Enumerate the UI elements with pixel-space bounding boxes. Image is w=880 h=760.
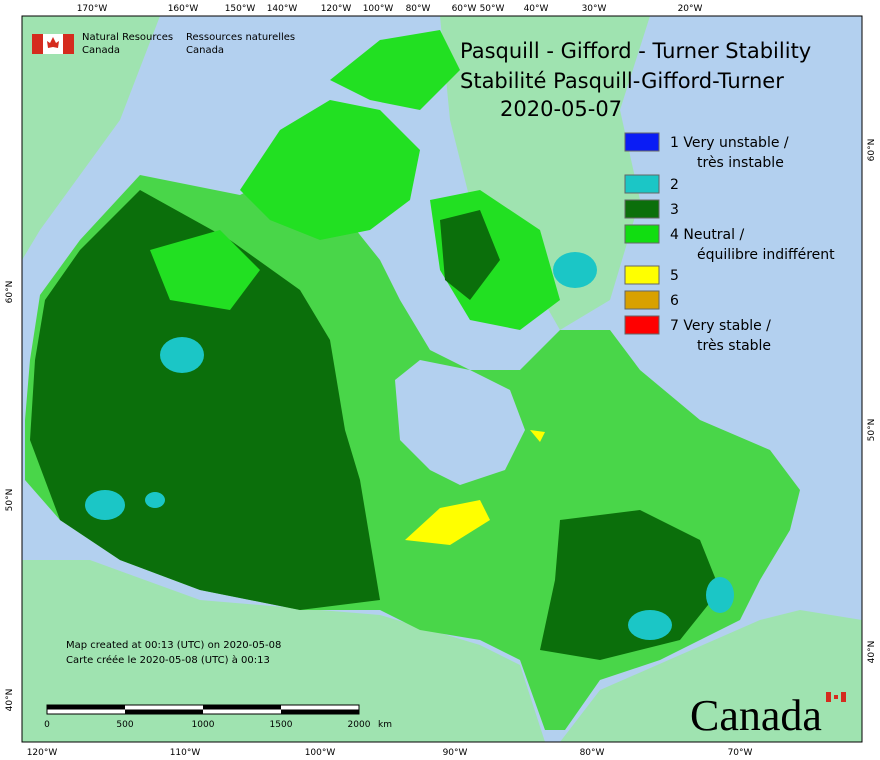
scale-label: 2000 (348, 720, 371, 730)
graticule-label: 60°N (867, 139, 877, 162)
frame-border (21, 15, 863, 743)
scale-seg (47, 705, 125, 710)
graticule-labels: 170°W 160°W 150°W 140°W 120°W 100°W 80°W 60°W 50… (5, 4, 877, 758)
flag-leaf (47, 37, 59, 48)
flag-band (32, 34, 43, 54)
west-neutral-patch (150, 230, 260, 310)
legend-label: très instable (697, 155, 784, 171)
graticule-label: 70°W (728, 748, 753, 758)
usa (22, 560, 545, 742)
graticule-label: 20°W (678, 4, 703, 14)
scale-bar: 0 500 1000 1500 2000 km (44, 704, 392, 730)
graticule-label: 90°W (443, 748, 468, 758)
legend-label: 7 Very stable / (670, 318, 771, 334)
quebec-stable-zone (540, 510, 720, 660)
scale-seg (203, 705, 281, 710)
graticule-label: 60°N (5, 281, 15, 304)
graticule-label: 100°W (305, 748, 336, 758)
map-frame (21, 15, 863, 743)
graticule-label: 40°W (524, 4, 549, 14)
legend-swatch (624, 132, 660, 152)
graticule-label: 50°W (480, 4, 505, 14)
graticule-label: 40°N (867, 641, 877, 664)
legend-swatch (624, 290, 660, 310)
hudson-bay (395, 360, 525, 485)
ellesmere (330, 30, 460, 110)
graticule-label: 80°W (406, 4, 431, 14)
class2-patch (160, 337, 204, 373)
wordmark: Canada (690, 691, 822, 740)
agency-fr: Ressources naturelles (186, 32, 295, 43)
date: 2020-05-07 (500, 97, 622, 121)
flag-band (841, 692, 846, 702)
scale-label: 500 (116, 720, 133, 730)
graticule-label: 100°W (363, 4, 394, 14)
graticule-label: 160°W (168, 4, 199, 14)
class5-patch (530, 430, 545, 442)
class2-patch (145, 492, 165, 508)
graticule-label: 110°W (170, 748, 201, 758)
legend-label: très stable (697, 338, 771, 354)
legend-label: 6 (670, 293, 679, 309)
graticule-label: 120°W (27, 748, 58, 758)
graticule-label: 170°W (77, 4, 108, 14)
graticule-label: 80°W (580, 748, 605, 758)
graticule-label: 50°N (5, 489, 15, 512)
alaska (22, 16, 160, 260)
arctic-islands (240, 100, 420, 240)
scale-seg (125, 709, 203, 714)
agency-en: Canada (82, 45, 120, 56)
scale-label: 1500 (270, 720, 293, 730)
footer: Map created at 00:13 (UTC) on 2020-05-08 (66, 640, 281, 651)
graticule-label: 40°N (5, 689, 15, 712)
class2-patch (628, 610, 672, 640)
graticule-label: 150°W (225, 4, 256, 14)
legend-label: 2 (670, 177, 679, 193)
title: Pasquill - Gifford - Turner Stability (460, 39, 811, 63)
footer: Carte créée le 2020-05-08 (UTC) à 00:13 (66, 654, 270, 666)
class2-patch (553, 252, 597, 288)
scale-label: 1000 (192, 720, 215, 730)
wordmark-flag (826, 692, 846, 702)
flag-band (826, 692, 831, 702)
legend-label: 4 Neutral / (670, 227, 744, 243)
graticule-label: 120°W (321, 4, 352, 14)
graticule-label: 60°W (452, 4, 477, 14)
legend-swatch (624, 174, 660, 194)
legend-label: 1 Very unstable / (670, 135, 789, 151)
class2-patch (706, 577, 734, 613)
agency-fr: Canada (186, 45, 224, 56)
legend-swatch (624, 315, 660, 335)
title: Stabilité Pasquill-Gifford-Turner (460, 69, 784, 93)
graticule-label: 30°W (582, 4, 607, 14)
scale-unit: km (378, 720, 392, 730)
legend-label: 5 (670, 268, 679, 284)
legend-swatch (624, 224, 660, 244)
legend-label: 3 (670, 202, 679, 218)
flag (32, 34, 74, 54)
legend-label: équilibre indifférent (697, 247, 835, 263)
scale-label: 0 (44, 720, 50, 730)
graticule-label: 140°W (267, 4, 298, 14)
graticule-label: 50°N (867, 419, 877, 442)
class2-patch (85, 490, 125, 520)
legend-swatch (624, 199, 660, 219)
flag-leaf (834, 695, 838, 699)
class5-patch (405, 500, 490, 545)
baffin-dark (440, 210, 500, 300)
greenland (440, 16, 650, 330)
flag-band (63, 34, 74, 54)
scale-seg (281, 709, 359, 714)
agency-en: Natural Resources (82, 32, 173, 43)
legend-swatch (624, 265, 660, 285)
legend: 1 Very unstable / très instable 2 3 4 Neutra… (624, 132, 835, 354)
usa-east (560, 610, 862, 742)
